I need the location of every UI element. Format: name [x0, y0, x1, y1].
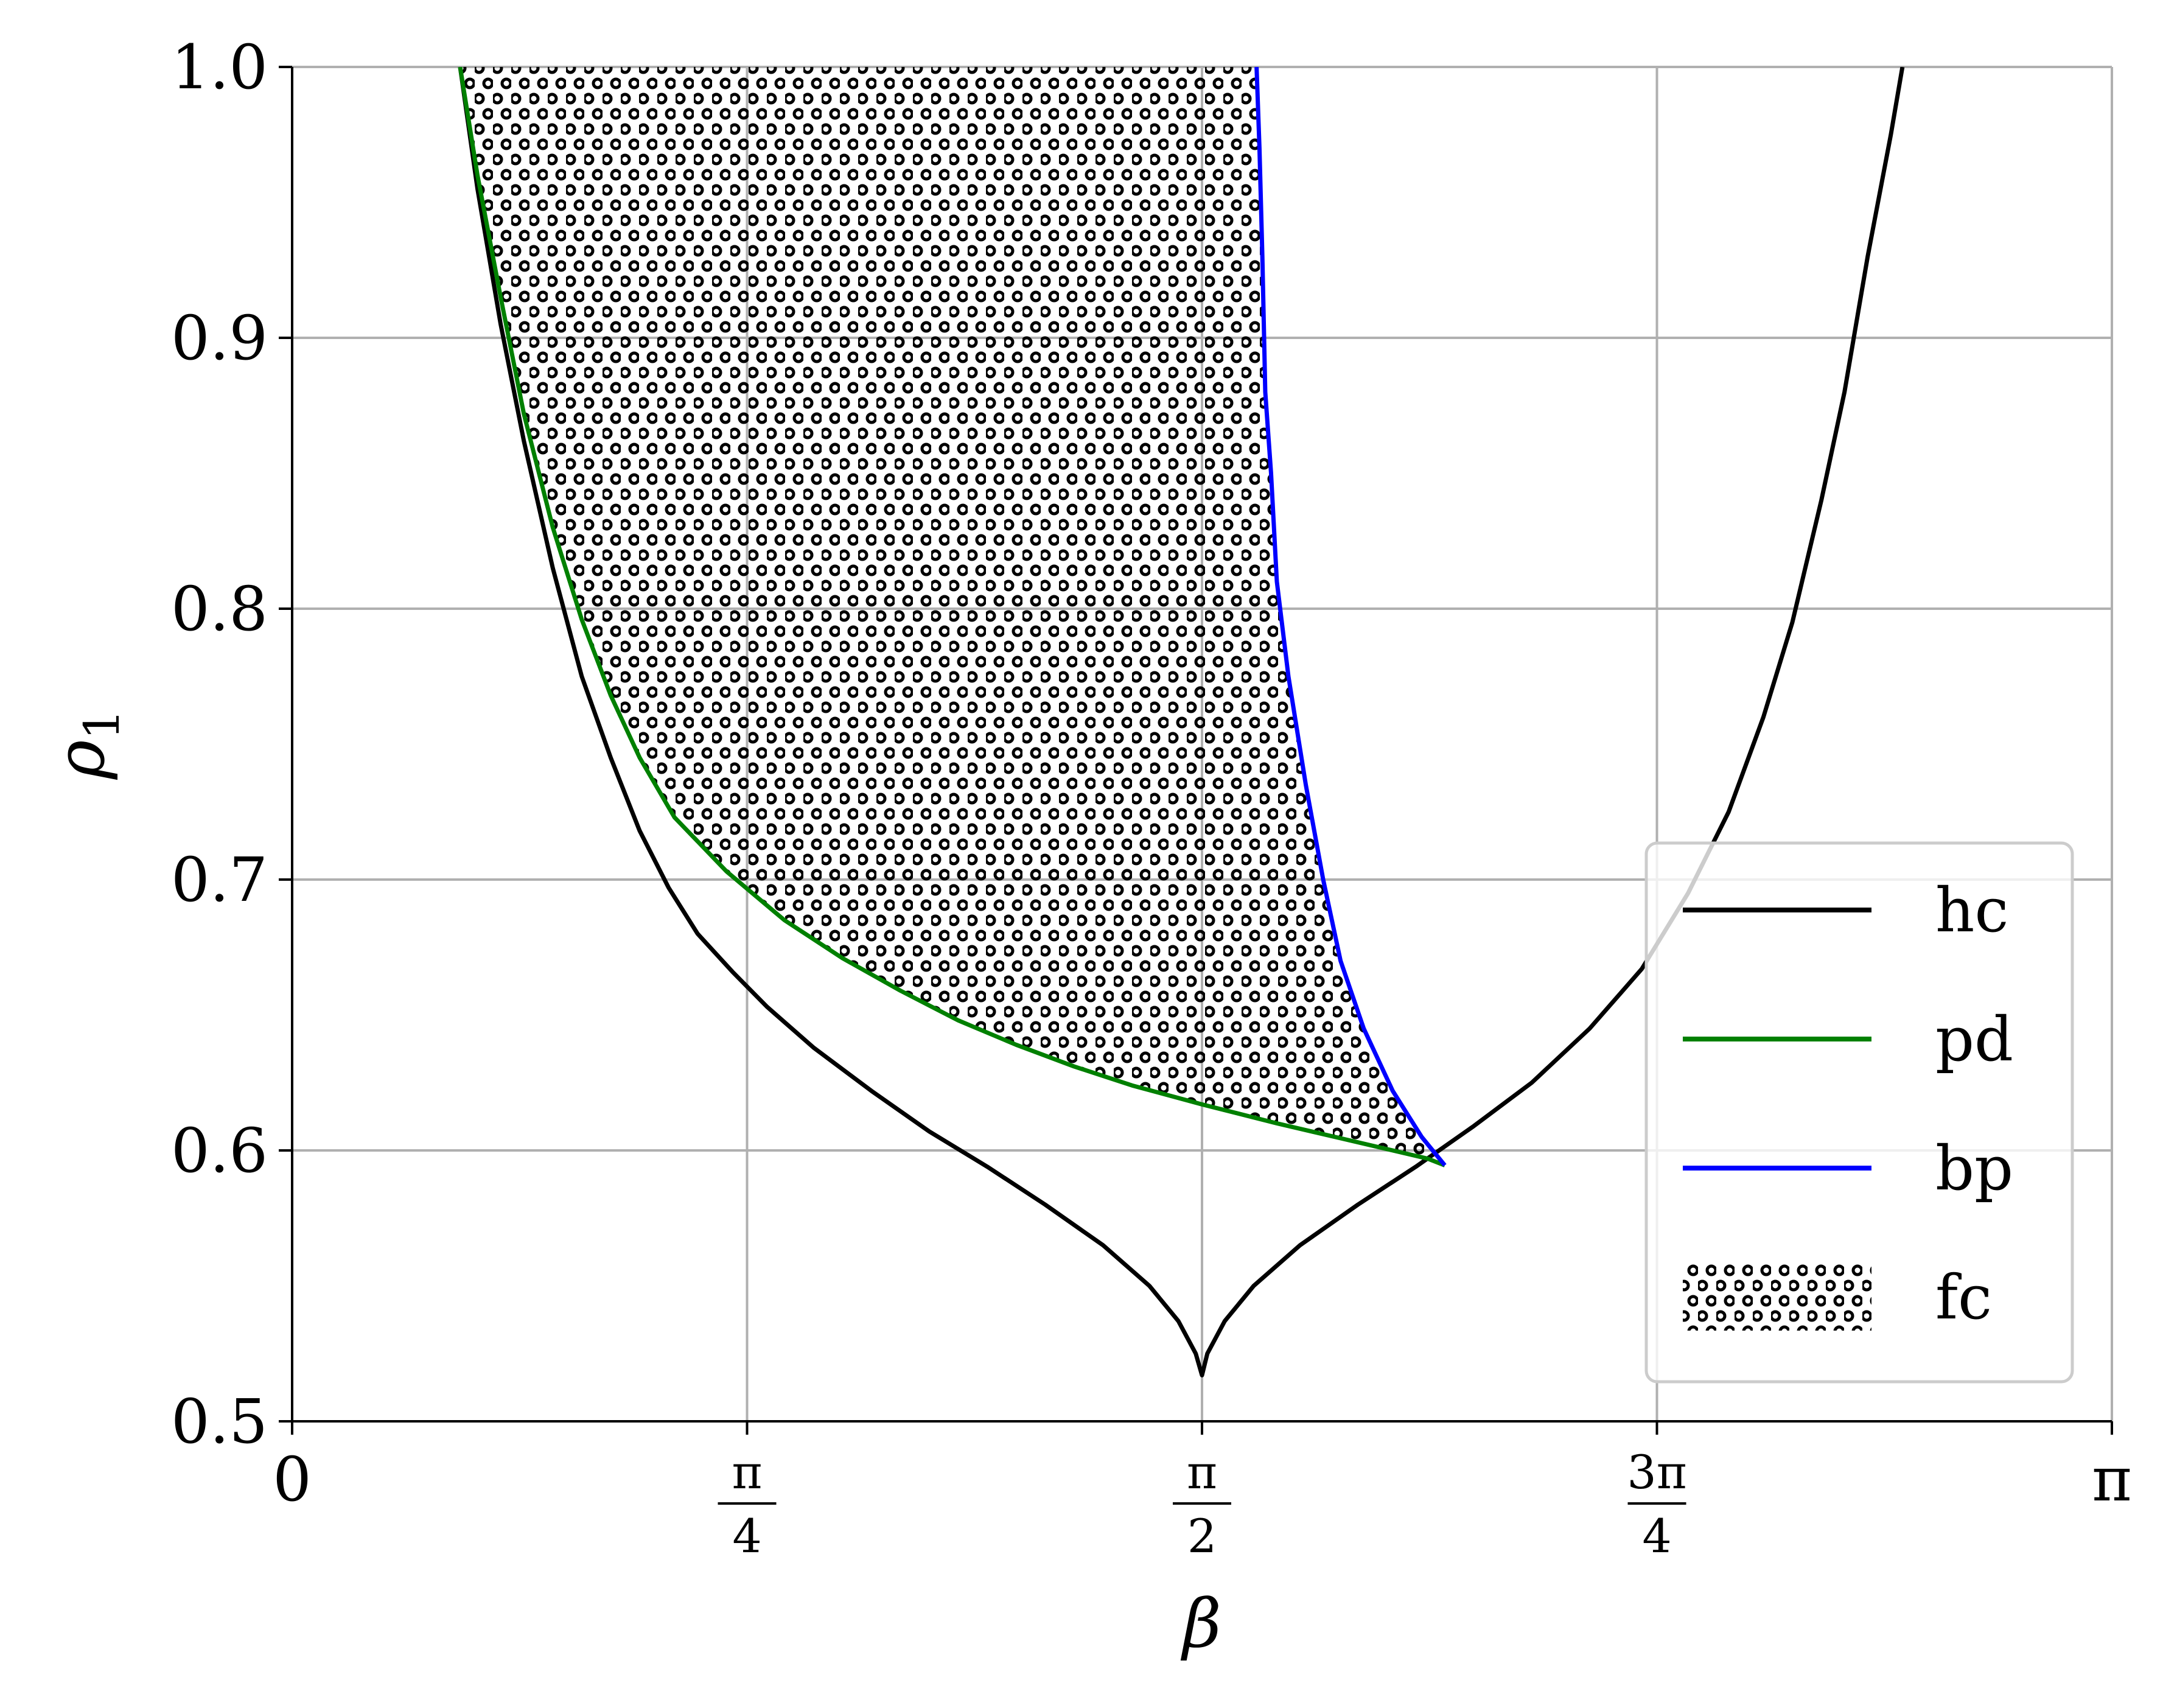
x-tick-label: π — [2092, 1444, 2132, 1515]
y-tick-label: 0.5 — [171, 1386, 268, 1457]
x-tick-numerator: 3π — [1627, 1445, 1686, 1499]
legend: hc pd bp fc — [1644, 841, 2074, 1384]
y-tick-label: 0.8 — [171, 573, 268, 645]
y-tick-label: 0.9 — [171, 303, 268, 374]
series — [458, 67, 1905, 1377]
legend-label-fc: fc — [1935, 1262, 1992, 1333]
y-axis-title-text: ρ1 — [41, 709, 130, 780]
x-axis-title: β — [1180, 1584, 1221, 1662]
hc-line — [458, 67, 1905, 1377]
fc-area — [460, 67, 1445, 1166]
y-tick-label: 0.7 — [171, 844, 268, 915]
y-axis-title: ρ1 — [41, 709, 130, 780]
fc-region — [460, 67, 1445, 1166]
x-tick-numerator: π — [1187, 1445, 1217, 1499]
bp-line — [1254, 67, 1447, 1167]
x-tick-label: 3π4 — [1627, 1445, 1686, 1563]
legend-box — [1644, 841, 2074, 1384]
legend-label-hc: hc — [1935, 875, 2008, 946]
x-tick-denominator: 4 — [732, 1509, 761, 1563]
y-tick-label: 0.6 — [171, 1115, 268, 1186]
x-tick-label: 0 — [273, 1444, 312, 1515]
x-tick-numerator: π — [732, 1445, 763, 1499]
legend-label-bp: bp — [1935, 1133, 2013, 1204]
x-tick-label: π2 — [1173, 1445, 1232, 1563]
pd-line — [458, 67, 1446, 1167]
legend-swatch-fc — [1683, 1264, 1871, 1331]
y-tick-label: 1.0 — [171, 32, 268, 103]
legend-label-pd: pd — [1935, 1004, 2013, 1075]
x-tick-label: π4 — [718, 1445, 777, 1563]
x-tick-denominator: 4 — [1642, 1509, 1671, 1563]
x-tick-denominator: 2 — [1187, 1509, 1217, 1563]
